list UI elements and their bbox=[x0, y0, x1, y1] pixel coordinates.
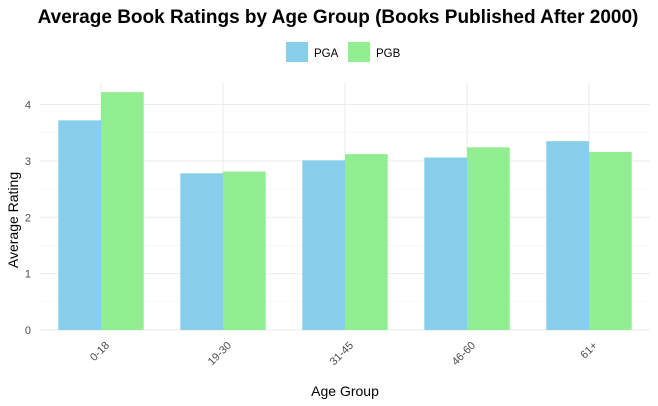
bar-pga-0-18 bbox=[58, 120, 101, 330]
bar-pgb-61+ bbox=[589, 151, 632, 330]
x-tick-label: 0-18 bbox=[88, 340, 112, 364]
legend-label-pga: PGA bbox=[314, 48, 339, 60]
y-axis-ticks: 0 1 2 3 4 bbox=[25, 100, 31, 337]
bar-pgb-0-18 bbox=[101, 92, 144, 331]
y-tick-label: 4 bbox=[25, 100, 31, 112]
y-tick-label: 1 bbox=[25, 269, 31, 281]
bar-pgb-19-30 bbox=[223, 171, 266, 330]
bars bbox=[58, 92, 632, 331]
x-axis-title: Age Group bbox=[311, 383, 379, 399]
y-tick-label: 0 bbox=[25, 325, 31, 337]
bar-pga-46-60 bbox=[424, 157, 467, 330]
bar-pgb-46-60 bbox=[467, 147, 510, 330]
bar-pga-61+ bbox=[546, 141, 589, 330]
bar-pga-19-30 bbox=[180, 173, 223, 330]
y-axis-title: Average Rating bbox=[5, 172, 21, 268]
legend: PGA PGB bbox=[286, 42, 401, 62]
x-tick-label: 19-30 bbox=[206, 340, 234, 368]
x-tick-label: 31-45 bbox=[328, 340, 356, 368]
y-tick-label: 3 bbox=[25, 156, 31, 168]
x-axis-ticks: 0-18 19-30 31-45 46-60 61+ bbox=[88, 340, 600, 368]
legend-swatch-pgb bbox=[348, 42, 370, 62]
y-tick-label: 2 bbox=[25, 212, 31, 224]
bar-pgb-31-45 bbox=[345, 154, 388, 330]
x-tick-label: 61+ bbox=[578, 340, 600, 362]
bar-pga-31-45 bbox=[302, 160, 345, 330]
x-tick-label: 46-60 bbox=[450, 340, 478, 368]
chart-title: Average Book Ratings by Age Group (Books… bbox=[38, 7, 639, 28]
legend-label-pgb: PGB bbox=[376, 48, 401, 60]
legend-swatch-pga bbox=[286, 42, 308, 62]
